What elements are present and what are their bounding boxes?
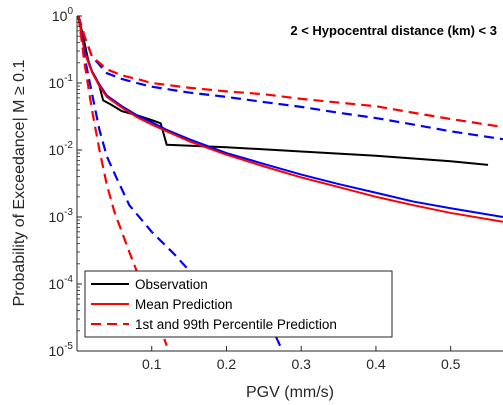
series-line-2 [77,16,503,223]
series-line-3 [77,16,503,141]
x-tick-label-2: 0.3 [291,356,311,372]
series-line-6 [77,16,168,347]
x-tick-label-3: 0.4 [366,356,386,372]
y-tick-label-0: 10-5 [49,341,74,359]
y-tick-label-1: 10-4 [49,274,74,292]
x-axis-label: PGV (mm/s) [246,384,334,401]
legend-box [84,270,393,338]
legend-label-2: 1st and 99th Percentile Prediction [135,317,337,332]
series-line-5 [77,16,284,351]
legend: Observation Mean Prediction 1st and 99th P… [84,270,393,338]
annotation: 2 < Hypocentral distance (km) < 3 [290,23,497,38]
legend-label-1: Mean Prediction [135,297,233,312]
series-layer [77,16,503,351]
x-tick-label-0: 0.1 [142,356,162,372]
legend-label-0: Observation [135,277,208,292]
y-axis-label: Probability of Exceedance| M ≥ 0.1 [11,59,28,306]
y-tick-label-4: 10-1 [49,73,74,91]
y-tick-label-5: 100 [52,6,74,24]
x-tick-label-1: 0.2 [217,356,237,372]
axes-layer: 0.1 0.2 0.3 0.4 0.5 10-5 10-4 10-3 10-2 10-1 100 [49,6,503,372]
series-line-4 [77,16,503,129]
y-tick-label-3: 10-2 [49,140,74,158]
x-tick-label-4: 0.5 [441,356,461,372]
y-tick-label-2: 10-3 [49,207,74,225]
